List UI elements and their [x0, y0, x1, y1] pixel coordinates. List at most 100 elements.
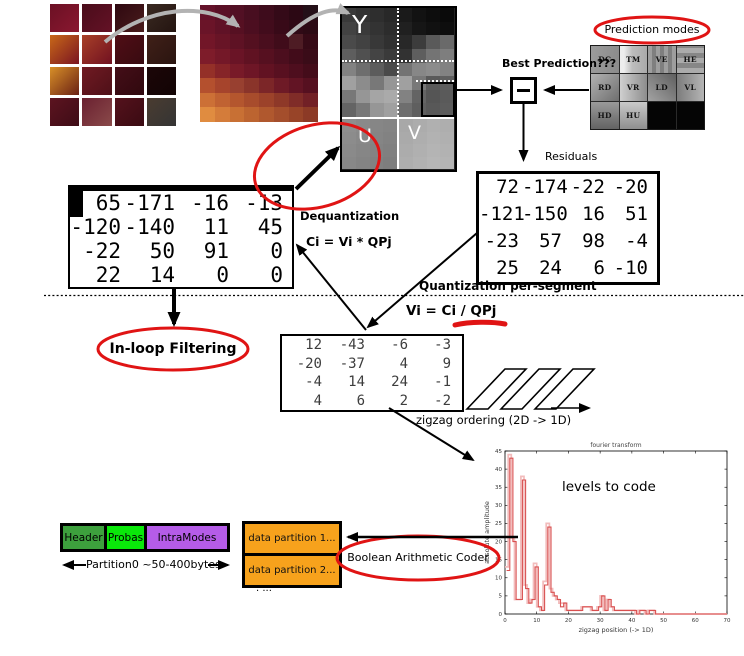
prediction-mode-cell: LD: [648, 74, 676, 101]
pixel: [356, 35, 370, 49]
image-block: [50, 66, 80, 95]
pixel: [288, 78, 304, 93]
chart-title: fourier transform: [590, 442, 641, 449]
levels-chart: 0 10 20 30 40 50 60 70051015202530354045fourier…: [483, 442, 731, 634]
pixel: [273, 19, 289, 35]
pixel: [214, 48, 230, 64]
partition0-segment-label: Probas: [107, 531, 144, 544]
prediction-mode-cell: VR: [619, 74, 647, 101]
pixel: [426, 8, 440, 22]
prediction-mode-cell: HE: [676, 46, 704, 73]
pixel: [370, 62, 384, 77]
pixel: [342, 144, 356, 157]
matrix-cell: -22: [83, 239, 121, 263]
pixel: [398, 89, 412, 104]
image-block: [82, 66, 112, 95]
pixel: [356, 62, 370, 77]
pixel: [370, 35, 384, 49]
image-block: [146, 35, 176, 64]
matrix-cell: -140: [124, 215, 175, 239]
matrix-row: 4 6 2 -2: [282, 392, 462, 411]
image-block: [50, 35, 80, 64]
matrix-row: -20 -37 4 9: [282, 355, 462, 374]
pixel: [259, 92, 274, 108]
pixel: [288, 92, 304, 108]
pixel: [288, 34, 304, 49]
image-block: [114, 4, 144, 33]
pixel: [288, 5, 304, 20]
matrix-cell: 6: [593, 257, 605, 279]
pixel: [356, 48, 370, 63]
pixel: [273, 48, 289, 64]
pixel: [200, 63, 215, 79]
partition0-segment-label: IntraModes: [157, 531, 217, 544]
x-tick-label: 0: [503, 618, 507, 624]
chart-series-red: [506, 457, 727, 615]
matrix-cell: -2: [434, 392, 451, 409]
pixel: [244, 107, 259, 122]
matrix-cell: 22: [95, 263, 121, 287]
pixel: [273, 34, 289, 49]
pixel: [384, 76, 398, 90]
x-tick-label: 40: [628, 618, 635, 624]
y-tick-label: 0: [499, 612, 503, 618]
image-block: [82, 4, 112, 33]
y-tick-label: 20: [495, 539, 502, 545]
pixel: [303, 92, 318, 108]
pixel: [412, 144, 427, 157]
pixel: [273, 63, 289, 79]
prediction-mode-cell: HD: [591, 102, 619, 129]
chart-xlabel: zigzag position (-> 1D): [579, 626, 654, 634]
matrix-cell: 72: [496, 176, 519, 198]
pixel: [244, 19, 259, 35]
pixel: [229, 78, 245, 93]
y-tick-label: 40: [495, 467, 502, 473]
matrix-cell: 91: [203, 239, 229, 263]
y-tick-label: 30: [495, 503, 502, 509]
matrix-cell: -13: [245, 191, 283, 215]
arrow-dequantized-to-yuv: [294, 145, 341, 191]
pixel: [214, 107, 230, 122]
pixel: [273, 78, 289, 93]
pixel: [384, 35, 398, 49]
pixel: [259, 107, 274, 122]
matrix-cell: -1: [434, 374, 451, 390]
pixel: [384, 21, 398, 36]
matrix-cell: -4: [305, 374, 322, 390]
prediction-mode-cell: HU: [619, 102, 647, 129]
pixel: [214, 5, 230, 20]
matrix-cell: 50: [149, 239, 175, 263]
pixel: [214, 63, 230, 79]
more-partitions-label: . ...: [256, 583, 272, 594]
pixel: [288, 48, 304, 64]
matrix-cell: -20: [296, 355, 322, 372]
matrix-row: -4 14 24 -1: [282, 373, 462, 392]
matrix-cell: 12: [305, 337, 322, 353]
pixel: [200, 78, 215, 93]
pixel: [398, 48, 412, 63]
matrix-row: 22 14 0 0: [70, 263, 292, 287]
pixel: [229, 107, 245, 122]
prediction-mode-cell: RD: [591, 74, 619, 101]
prediction-mode-label: VE: [655, 55, 668, 64]
pixel: [370, 89, 384, 104]
matrix-cell: 65: [95, 191, 121, 215]
matrix-cell: 11: [203, 215, 229, 239]
pixel: [412, 35, 426, 49]
pixel: [440, 119, 454, 132]
pixel: [412, 62, 426, 77]
matrix-cell: 0: [270, 239, 283, 263]
pixel: [303, 19, 318, 35]
y-plane-label: Y: [352, 10, 368, 39]
prediction-mode-cell-empty: [676, 102, 704, 129]
y-dotted-vertical: [397, 8, 399, 117]
matrix-row: 65 -171 -16 -13: [70, 191, 292, 215]
pixel: [200, 107, 215, 122]
pixel: [288, 63, 304, 79]
matrix-cell: 14: [348, 374, 365, 390]
pixel: [370, 76, 384, 90]
pixel: [288, 107, 304, 122]
pixel: [440, 8, 454, 22]
matrix-cell: -20: [613, 176, 648, 198]
pixel: [342, 89, 356, 104]
